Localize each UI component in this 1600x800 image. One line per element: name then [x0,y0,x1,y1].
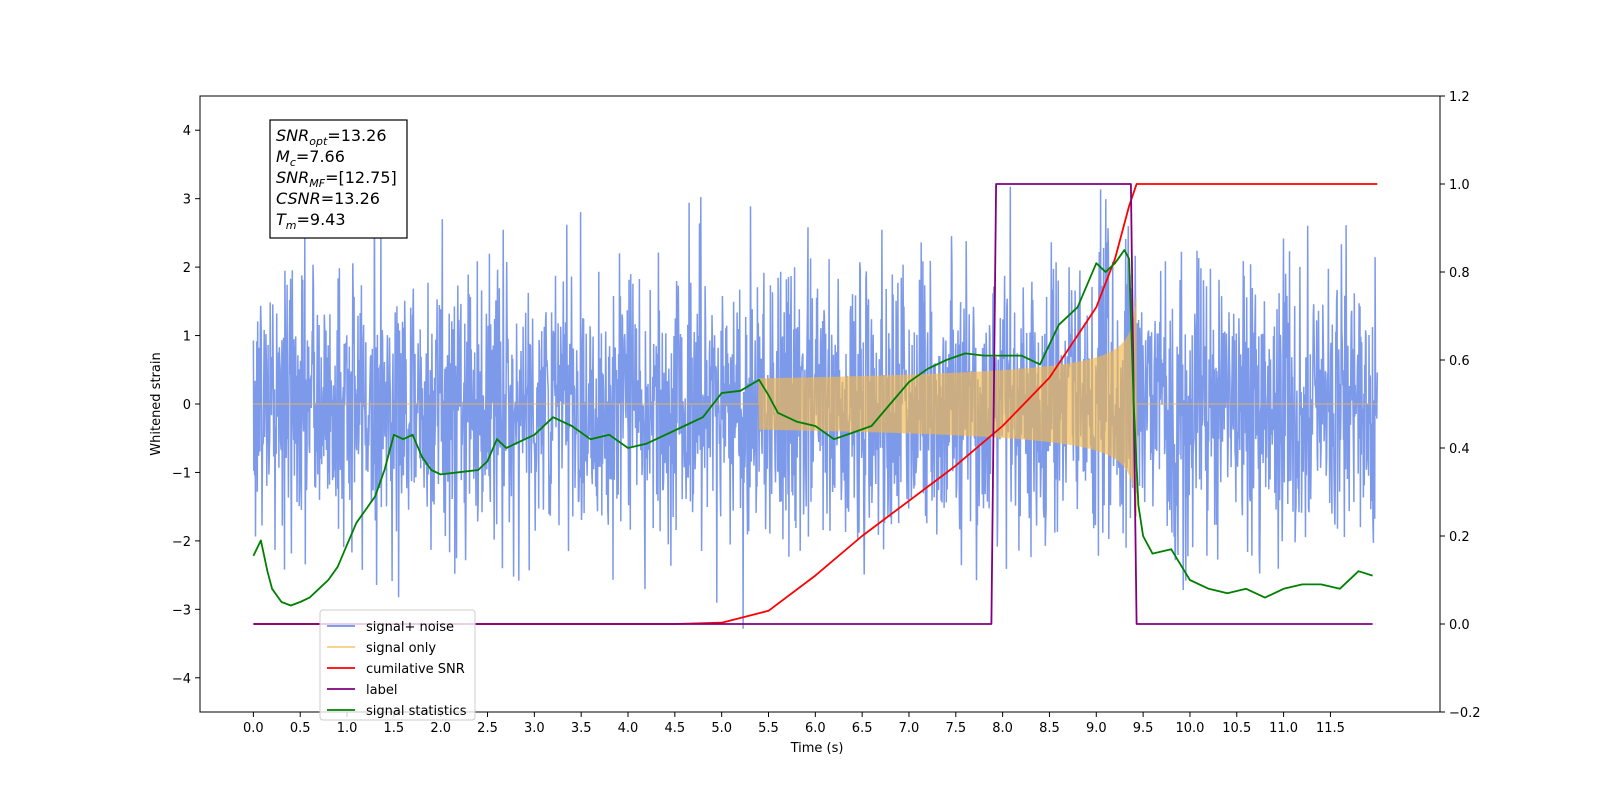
x-tick-label: 8.5 [1039,721,1060,736]
info-box: SNRopt=13.26Mc=7.66SNRMF=[12.75]CSNR=13.… [269,119,408,239]
x-tick-label: 1.0 [337,721,358,736]
x-tick-label: 6.0 [805,721,826,736]
legend-frame [319,609,476,721]
y-tick-label-left: 4 [183,124,191,139]
y-tick-label-left: −4 [172,672,191,687]
series-label [253,183,1373,625]
info-line: SNRopt=13.26 [276,126,387,148]
x-tick-label: 2.0 [430,721,451,736]
x-tick-label: 3.0 [524,721,545,736]
series-signal-only [253,297,1378,517]
series-signal-statistics [252,249,1373,607]
x-tick-label: 5.0 [711,721,732,736]
legend-label: signal only [366,641,436,656]
info-line: CSNR=13.26 [276,189,380,208]
y-tick-label-left: 0 [183,398,191,413]
x-ticks: 0.0 0.5 1.0 1.5 2.0 2.5 3.0 3.5 4.0 4.5 5.0 5.5 6.0 6… [243,712,1345,736]
x-tick-label: 5.5 [758,721,779,736]
y-tick-label-left: 3 [183,193,191,208]
y-tick-label-left: −3 [172,603,191,618]
x-axis-label: Time (s) [790,741,844,756]
info-line: Mc=7.66 [276,147,345,169]
x-tick-label: 8.0 [992,721,1013,736]
x-tick-label: 11.0 [1269,721,1298,736]
y-tick-label-left: −2 [172,535,191,550]
x-tick-label: 7.0 [899,721,920,736]
x-tick-label: 6.5 [852,721,873,736]
y-tick-label-left: 1 [183,330,191,345]
x-tick-label: 2.5 [477,721,498,736]
y-tick-label-right: 0.6 [1449,354,1470,369]
legend-label: label [366,683,397,698]
x-tick-label: 4.5 [664,721,685,736]
y-tick-label-left: 2 [183,261,191,276]
y-axis-label: Whitened strain [149,352,164,455]
x-tick-label: 3.5 [571,721,592,736]
x-tick-label: 1.5 [384,721,405,736]
legend-label: signal+ noise [366,620,454,635]
legend-label: cumilative SNR [366,662,465,677]
x-tick-label: 7.5 [945,721,966,736]
y-ticks-right: −0.2 0.0 0.2 0.4 0.6 0.8 1.0 1.2 [1440,90,1481,721]
x-tick-label: 10.0 [1175,721,1204,736]
y-tick-label-right: 1.0 [1449,178,1470,193]
y-tick-label-right: 1.2 [1449,90,1470,105]
series-layer [252,183,1379,629]
info-box-frame [269,119,408,239]
x-tick-label: 0.0 [243,721,264,736]
y-tick-label-left: −1 [172,466,191,481]
info-line: Tm=9.43 [276,210,346,232]
y-ticks-left: −4 −3 −2 −1 0 1 2 3 4 [172,124,200,687]
series-cumulative-snr [253,183,1378,625]
x-tick-label: 0.5 [290,721,311,736]
y-tick-label-right: 0.2 [1449,530,1470,545]
x-tick-label: 9.5 [1133,721,1154,736]
x-tick-label: 10.5 [1222,721,1251,736]
x-tick-label: 9.0 [1086,721,1107,736]
x-tick-label: 4.0 [618,721,639,736]
y-tick-label-right: 0.0 [1449,618,1470,633]
y-tick-label-right: −0.2 [1449,706,1481,721]
legend-label: signal statistics [366,704,467,719]
y-tick-label-right: 0.8 [1449,266,1470,281]
legend: signal+ noise signal only cumilative SNR la… [319,609,476,721]
x-tick-label: 11.5 [1316,721,1345,736]
y-tick-label-right: 0.4 [1449,442,1470,457]
info-line: SNRMF=[12.75] [276,168,397,190]
